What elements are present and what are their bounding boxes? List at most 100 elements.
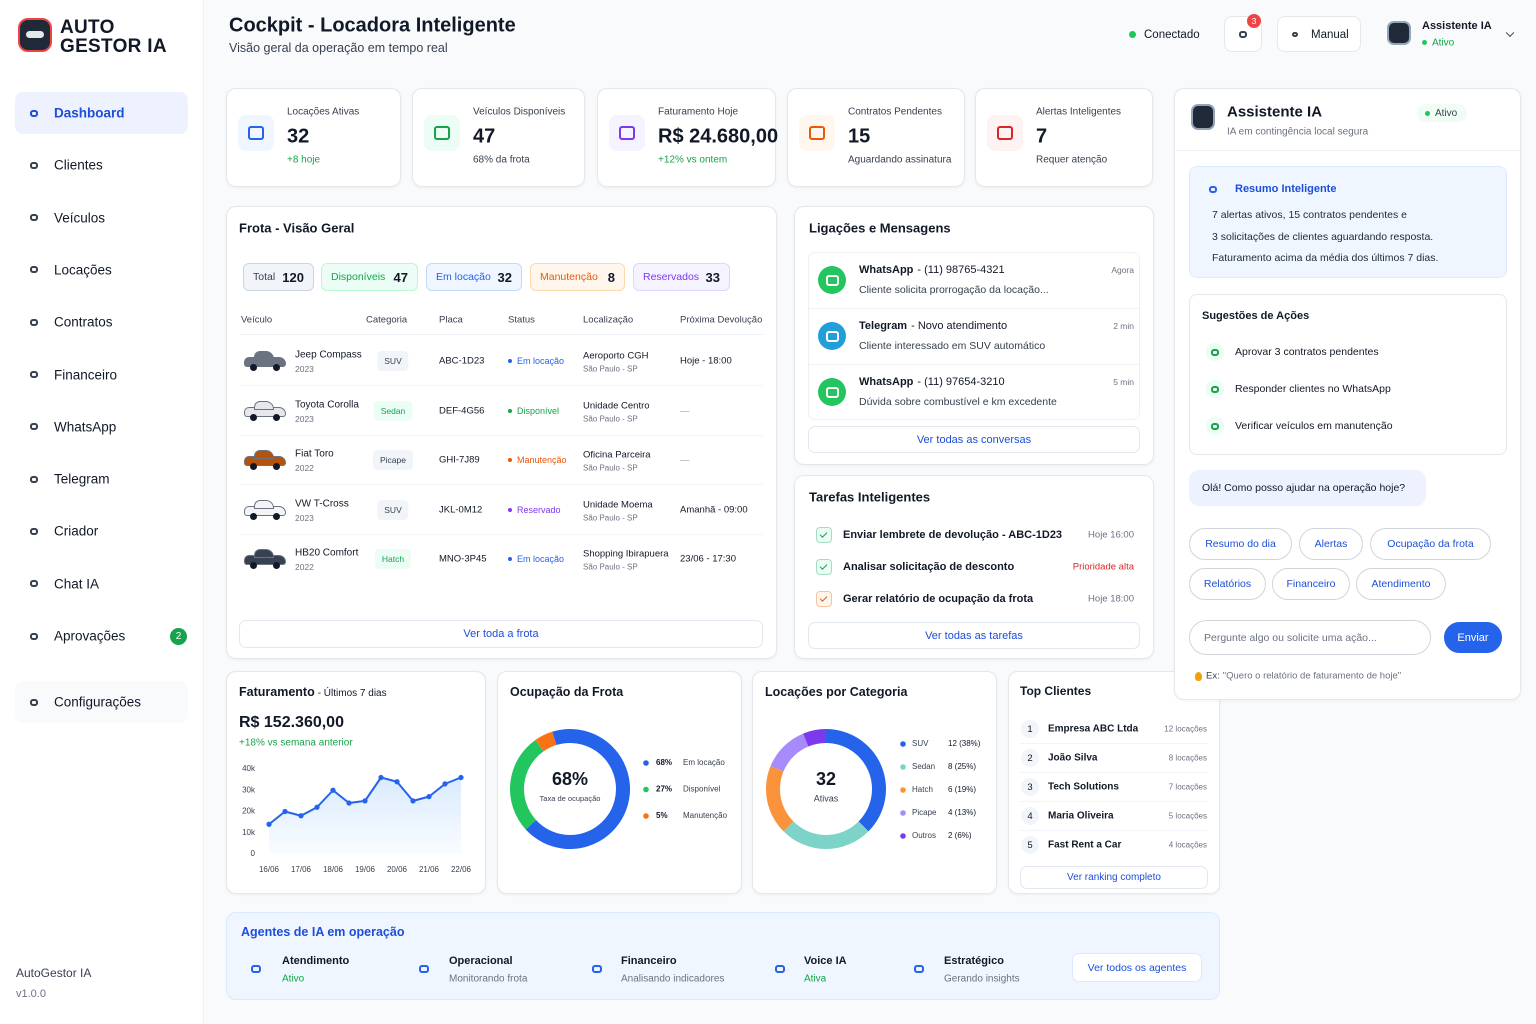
fleet-chip[interactable]: Manutenção 8 [530, 263, 625, 291]
button[interactable]: Ver todas as tarefas [808, 622, 1140, 649]
assistant-subtitle: IA em contingência local segura [1227, 126, 1369, 138]
vehicle-name: Fiat Toro [295, 448, 334, 460]
icon-glyph [914, 965, 924, 973]
card-title: Tarefas Inteligentes [809, 489, 931, 505]
button[interactable]: Ocupação da frota [1370, 528, 1491, 560]
icon-glyph [30, 109, 38, 117]
icon-glyph [30, 527, 38, 535]
agent-name: Voice IA [804, 955, 847, 967]
card-title: Ligações e Mensagens [809, 220, 951, 236]
return-date: Amanhã - 09:00 [680, 504, 748, 516]
button[interactable]: Alertas [1299, 528, 1363, 560]
icon-glyph [619, 126, 635, 140]
car-roof [254, 450, 274, 460]
return-date: — [680, 405, 690, 417]
manual-button[interactable] [1277, 16, 1361, 52]
icon-glyph [1211, 422, 1219, 430]
messages-list [808, 252, 1140, 420]
detail: - (11) 98765-4321 [917, 264, 1005, 276]
nav-label: Contratos [54, 314, 113, 330]
vehicle-name: HB20 Comfort [295, 547, 359, 559]
location: Unidade Centro [583, 400, 650, 412]
logo-icon [18, 18, 52, 52]
kpi-label: Alertas Inteligentes [1036, 106, 1122, 118]
nav-label: Telegram [54, 471, 110, 487]
summary-line: 3 solicitações de clientes aguardando re… [1212, 230, 1434, 243]
sidebar [0, 0, 204, 1024]
button[interactable]: Ver ranking completo [1020, 866, 1208, 889]
fleet-chip[interactable]: Disponíveis 47 [321, 263, 418, 291]
kpi-value: 32 [287, 125, 310, 148]
icon-glyph [30, 475, 38, 483]
fleet-chip[interactable]: Em locação 32 [426, 263, 522, 291]
nav-label: Financeiro [54, 367, 118, 382]
location: Unidade Moema [583, 499, 653, 511]
icon-glyph [1209, 185, 1217, 193]
button[interactable]: Resumo do dia [1189, 528, 1292, 560]
nav-item[interactable] [15, 92, 188, 134]
kpi-note: Requer atenção [1036, 154, 1108, 166]
agent-status: Monitorando frota [449, 973, 528, 985]
icon [1206, 343, 1224, 361]
icon [769, 958, 791, 980]
car-wheel [273, 364, 280, 371]
kpi-note: +12% vs ontem [658, 154, 728, 166]
suggestions-box [1189, 294, 1507, 455]
location: Oficina Parceira [583, 449, 651, 461]
column-header: Localização [583, 314, 634, 326]
icon [1288, 27, 1302, 41]
summary-title: Resumo Inteligente [1235, 183, 1337, 195]
button[interactable]: Enviar [1444, 622, 1502, 653]
suggestion: Aprovar 3 contratos pendentes [1235, 346, 1379, 358]
car-wheel [250, 562, 257, 570]
row-divider [239, 533, 763, 535]
chip-value: 47 [393, 269, 408, 285]
icon [1206, 417, 1224, 435]
vehicle-year: 2023 [295, 364, 314, 374]
plate: DEF-4G56 [439, 405, 485, 417]
vehicle-year: 2022 [295, 463, 314, 474]
icon-glyph [1211, 348, 1219, 356]
car-image [244, 499, 286, 520]
assistant-status: Ativo [1417, 104, 1467, 122]
button[interactable]: Ver todos os agentes [1072, 953, 1202, 982]
icon [818, 378, 846, 406]
icon [25, 366, 43, 384]
nav-label: Locações [54, 262, 112, 278]
user-status: Ativo [1432, 37, 1455, 49]
car-wheel [273, 562, 280, 570]
icon [238, 115, 274, 151]
manual-label: Manual [1311, 29, 1349, 41]
icon-glyph [30, 371, 38, 378]
revenue-card [226, 671, 486, 894]
kpi-note: +8 hoje [287, 154, 321, 166]
icon-glyph [30, 580, 38, 588]
chat-input[interactable]: Pergunte algo ou solicite uma ação... [1189, 620, 1431, 655]
fleet-chip[interactable]: Reservados 33 [633, 263, 730, 291]
button[interactable]: Ver todas as conversas [808, 426, 1140, 453]
button[interactable]: Relatórios [1189, 568, 1266, 600]
return-date: Hoje - 18:00 [680, 355, 732, 367]
hint: Ex: "Quero o relatório de faturamento de … [1206, 671, 1401, 682]
status-label: Ativo [1435, 107, 1458, 119]
icon [25, 522, 43, 540]
card-title: Frota - Visão Geral [239, 220, 355, 236]
fleet-chip[interactable]: Total 120 [243, 263, 314, 291]
nav-label: WhatsApp [54, 419, 117, 435]
button[interactable]: Ver toda a frota [239, 620, 763, 648]
button[interactable]: Atendimento [1356, 568, 1446, 600]
nav-item[interactable] [15, 681, 188, 723]
agent-status: Analisando indicadores [621, 973, 725, 985]
chip-label: Manutenção [540, 271, 598, 283]
car-wheel [250, 512, 257, 520]
kpi-label: Locações Ativas [287, 106, 360, 118]
car-image [244, 450, 286, 471]
city: São Paulo - SP [583, 414, 638, 424]
revenue-change: +18% vs semana anterior [239, 737, 353, 749]
button[interactable]: Financeiro [1272, 568, 1350, 600]
client-name: Maria Oliveira [1048, 810, 1114, 822]
top-clients-card [1008, 671, 1220, 894]
logo-eyes [26, 31, 44, 38]
status-dot [508, 408, 512, 413]
icon [25, 693, 43, 711]
